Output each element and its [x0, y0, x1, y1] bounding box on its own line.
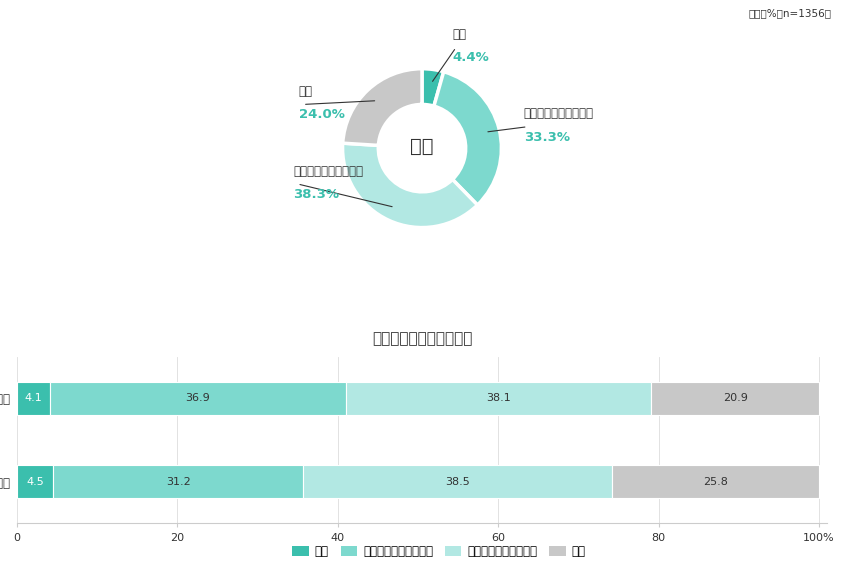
Text: 全体: 全体	[410, 137, 434, 156]
Text: どちらかというと不満: どちらかというと不満	[294, 164, 363, 178]
Text: どちらかというと満足: どちらかというと満足	[523, 108, 593, 120]
Bar	[17, 465, 53, 498]
Wedge shape	[343, 143, 478, 228]
Text: 38.5: 38.5	[446, 477, 470, 486]
Text: 20.9: 20.9	[722, 393, 748, 403]
Bar	[303, 465, 612, 498]
Bar	[346, 382, 652, 415]
Text: 4.5: 4.5	[26, 477, 44, 486]
Text: 38.3%: 38.3%	[294, 188, 339, 201]
Text: 満足: 満足	[452, 28, 466, 41]
Wedge shape	[422, 69, 444, 106]
Text: 単位：%（n=1356）: 単位：%（n=1356）	[749, 9, 831, 19]
Bar	[652, 382, 819, 415]
Text: 33.3%: 33.3%	[523, 131, 570, 143]
Wedge shape	[343, 69, 422, 146]
Bar	[50, 382, 346, 415]
Text: 38.1: 38.1	[486, 393, 511, 403]
Bar	[53, 465, 303, 498]
Text: 4.1: 4.1	[24, 393, 42, 403]
Text: 4.4%: 4.4%	[452, 51, 489, 64]
Text: 不満: 不満	[299, 85, 313, 98]
Title: 評価者、被評価者別結果: 評価者、被評価者別結果	[372, 331, 472, 346]
Bar	[17, 382, 50, 415]
Text: 36.9: 36.9	[186, 393, 210, 403]
Legend: 満足, どちらかというと満足, どちらかというと不満, 不満: 満足, どちらかというと満足, どちらかというと不満, 不満	[288, 541, 590, 563]
Text: 31.2: 31.2	[165, 477, 191, 486]
Text: 24.0%: 24.0%	[299, 109, 344, 121]
Text: 25.8: 25.8	[703, 477, 728, 486]
Wedge shape	[434, 72, 501, 205]
Bar	[612, 465, 819, 498]
